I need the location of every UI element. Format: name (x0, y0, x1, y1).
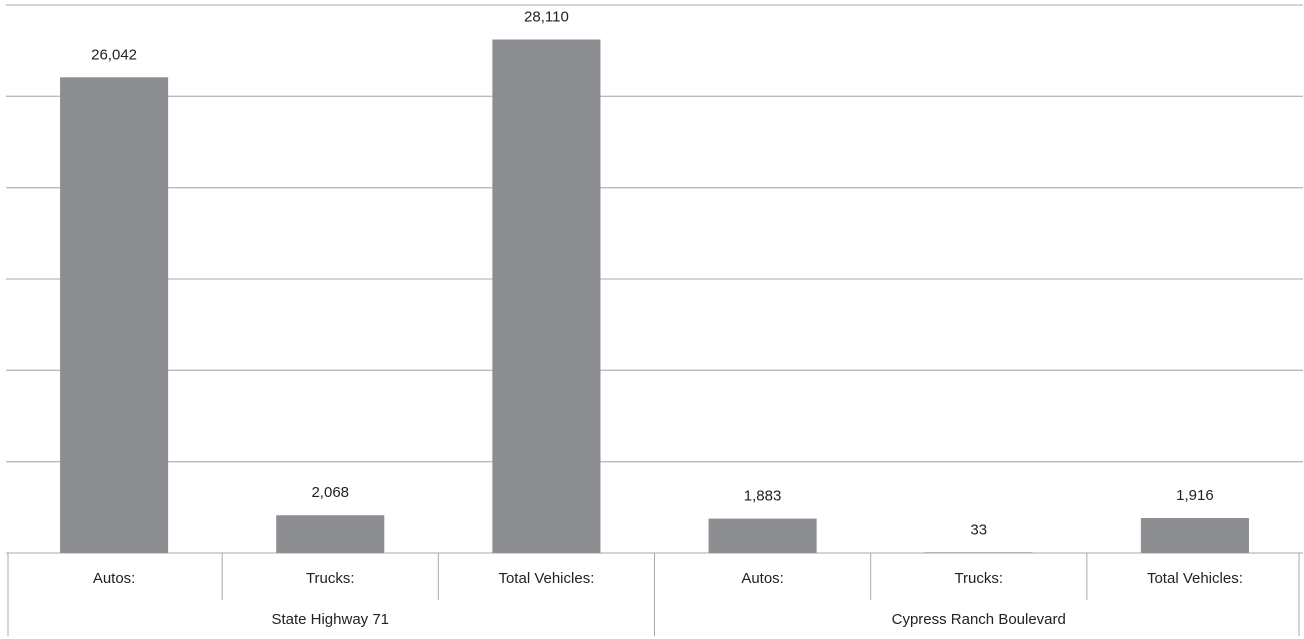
x-tick-label: Trucks: (954, 570, 1003, 587)
data-label: 33 (970, 521, 987, 538)
group-label: State Highway 71 (271, 611, 389, 628)
x-tick-label: Trucks: (306, 570, 355, 587)
bar (708, 518, 817, 553)
x-tick-label: Autos: (93, 570, 136, 587)
bar (924, 552, 1033, 553)
bar (276, 515, 385, 553)
bar (1140, 518, 1249, 553)
data-label: 2,068 (311, 484, 349, 501)
data-label: 1,916 (1176, 487, 1214, 504)
group-label: Cypress Ranch Boulevard (892, 611, 1066, 628)
x-tick-label: Total Vehicles: (1147, 570, 1243, 587)
x-tick-label: Autos: (741, 570, 784, 587)
bar (60, 77, 169, 553)
data-label: 1,883 (744, 488, 782, 505)
data-label: 28,110 (524, 8, 569, 25)
bar (492, 39, 601, 554)
x-tick-label: Total Vehicles: (498, 570, 594, 587)
data-label: 26,042 (91, 46, 137, 63)
